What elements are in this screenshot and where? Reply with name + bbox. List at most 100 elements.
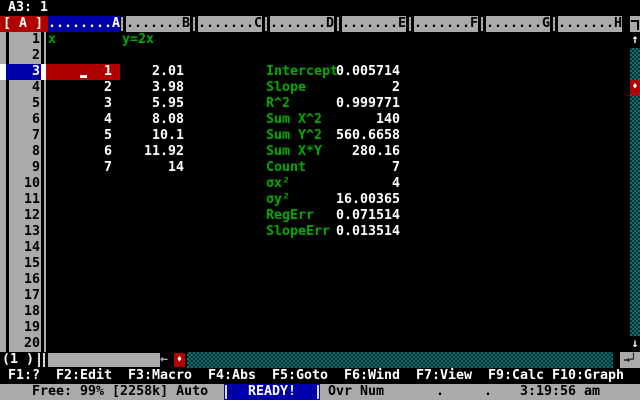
cell-B3[interactable]: 2.01 — [151, 64, 184, 79]
divider — [38, 353, 40, 367]
function-key-bar: F1:? F2:Edit F3:Macro F4:Abs F5:Goto F6:Wind F… — [0, 368, 640, 384]
row-header-inner-line — [6, 32, 9, 352]
cell-D3[interactable]: Intercept — [266, 64, 339, 79]
overwrite-indicator: Ovr — [328, 384, 353, 399]
fkey-F9[interactable]: F9:Calc — [488, 368, 545, 383]
cell-D13[interactable]: SlopeErr — [266, 224, 331, 239]
row-header-10[interactable]: 10 — [23, 176, 40, 191]
row-header-14[interactable]: 14 — [23, 240, 40, 255]
corner-bracket-icon — [631, 20, 639, 30]
column-header-H[interactable]: .......H — [558, 16, 623, 32]
cell-E9[interactable]: 7 — [391, 160, 400, 175]
cell-A7[interactable]: 5 — [103, 128, 112, 143]
row-header-separator-line — [41, 32, 44, 352]
scrollbar-corner-bottom[interactable]: →┘ — [620, 352, 640, 368]
cell-A5[interactable]: 3 — [103, 96, 112, 111]
cell-E3[interactable]: 0.005714 — [336, 64, 401, 79]
column-separator — [121, 17, 123, 31]
row-header-18[interactable]: 18 — [23, 304, 40, 319]
column-separator — [481, 17, 483, 31]
row-header-2[interactable]: 2 — [31, 48, 40, 63]
column-separator — [409, 17, 411, 31]
cell-E11[interactable]: 16.00365 — [336, 192, 401, 207]
cell-E5[interactable]: 0.999771 — [336, 96, 401, 111]
cell-D6[interactable]: Sum X^2 — [266, 112, 323, 127]
row-header-17[interactable]: 17 — [23, 288, 40, 303]
page-indicator: (1 ) — [2, 352, 35, 367]
row-header-3[interactable]: 3 — [31, 64, 40, 79]
cell-D5[interactable]: R^2 — [266, 96, 291, 111]
cell-B6[interactable]: 8.08 — [151, 112, 184, 127]
column-header-G[interactable]: .......G — [486, 16, 551, 32]
cell-B1[interactable]: y=2x — [122, 32, 155, 47]
cell-D7[interactable]: Sum Y^2 — [266, 128, 323, 143]
row-header-4[interactable]: 4 — [31, 80, 40, 95]
cell-A9[interactable]: 7 — [103, 160, 112, 175]
scroll-down-button[interactable]: ↓ — [630, 336, 640, 352]
row-header-16[interactable]: 16 — [23, 272, 40, 287]
fkey-F2[interactable]: F2:Edit — [56, 368, 113, 383]
divider — [317, 385, 319, 399]
row-header-5[interactable]: 5 — [31, 96, 40, 111]
hscroll-page-block[interactable] — [48, 353, 160, 367]
cell-E13[interactable]: 0.013514 — [336, 224, 401, 239]
cell-A8[interactable]: 6 — [103, 144, 112, 159]
row-header-13[interactable]: 13 — [23, 224, 40, 239]
cell-B8[interactable]: 11.92 — [143, 144, 184, 159]
row-header-8[interactable]: 8 — [31, 144, 40, 159]
cell-D8[interactable]: Sum X*Y — [266, 144, 323, 159]
thumb-diamond-icon: ♦ — [176, 355, 183, 365]
column-header-E[interactable]: .......E — [342, 16, 407, 32]
horizontal-scrollbar-track[interactable] — [187, 352, 613, 368]
fkey-F5[interactable]: F5:Goto — [272, 368, 329, 383]
cell-D10[interactable]: σx² — [266, 176, 291, 191]
row-header-1[interactable]: 1 — [31, 32, 40, 47]
free-memory-indicator: Free: 99% [2258k] Auto — [32, 384, 209, 399]
fkey-F4[interactable]: F4:Abs — [208, 368, 257, 383]
row-header-12[interactable]: 12 — [23, 208, 40, 223]
cell-E10[interactable]: 4 — [391, 176, 400, 191]
up-arrow-icon: ↑ — [631, 32, 639, 46]
cell-E12[interactable]: 0.071514 — [336, 208, 401, 223]
cell-A3[interactable]: 1 — [103, 64, 112, 79]
column-header-D[interactable]: .......D — [270, 16, 335, 32]
fkey-F1[interactable]: F1:? — [8, 368, 41, 383]
cell-E6[interactable]: 140 — [375, 112, 400, 127]
column-separator — [337, 17, 339, 31]
cell-B7[interactable]: 10.1 — [151, 128, 184, 143]
cell-E7[interactable]: 560.6658 — [336, 128, 401, 143]
cell-E8[interactable]: 280.16 — [351, 144, 400, 159]
left-arrow-icon[interactable]: ← — [160, 352, 169, 367]
row-header-20[interactable]: 20 — [23, 336, 40, 351]
cell-D12[interactable]: RegErr — [266, 208, 315, 223]
column-header-C[interactable]: .......C — [198, 16, 263, 32]
cell-A6[interactable]: 4 — [103, 112, 112, 127]
horizontal-scrollbar-thumb[interactable]: ♦ — [174, 353, 185, 367]
fkey-F3[interactable]: F3:Macro — [128, 368, 193, 383]
cell-E4[interactable]: 2 — [391, 80, 400, 95]
scroll-up-button[interactable]: ↑ — [630, 32, 640, 48]
cell-D4[interactable]: Slope — [266, 80, 307, 95]
cell-A1[interactable]: x — [48, 32, 57, 47]
row-header-9[interactable]: 9 — [31, 160, 40, 175]
cell-A4[interactable]: 2 — [103, 80, 112, 95]
vertical-scrollbar-track[interactable] — [630, 48, 640, 336]
sheet-corner-button[interactable]: [ A ] — [0, 16, 48, 32]
cell-D11[interactable]: σy² — [266, 192, 291, 207]
column-header-B[interactable]: .......B — [126, 16, 191, 32]
cell-B4[interactable]: 3.98 — [151, 80, 184, 95]
row-header-19[interactable]: 19 — [23, 320, 40, 335]
row-header-15[interactable]: 15 — [23, 256, 40, 271]
cell-D9[interactable]: Count — [266, 160, 307, 175]
row-header-7[interactable]: 7 — [31, 128, 40, 143]
fkey-F7[interactable]: F7:View — [416, 368, 473, 383]
row-header-6[interactable]: 6 — [31, 112, 40, 127]
column-header-F[interactable]: .......F — [414, 16, 479, 32]
cell-B9[interactable]: 14 — [167, 160, 184, 175]
vertical-scrollbar-thumb[interactable]: ♦ — [630, 80, 640, 95]
fkey-F6[interactable]: F6:Wind — [344, 368, 401, 383]
row-header-11[interactable]: 11 — [23, 192, 40, 207]
column-header-A[interactable]: ........A — [48, 16, 121, 32]
fkey-F10[interactable]: F10:Graph — [552, 368, 625, 383]
cell-B5[interactable]: 5.95 — [151, 96, 184, 111]
